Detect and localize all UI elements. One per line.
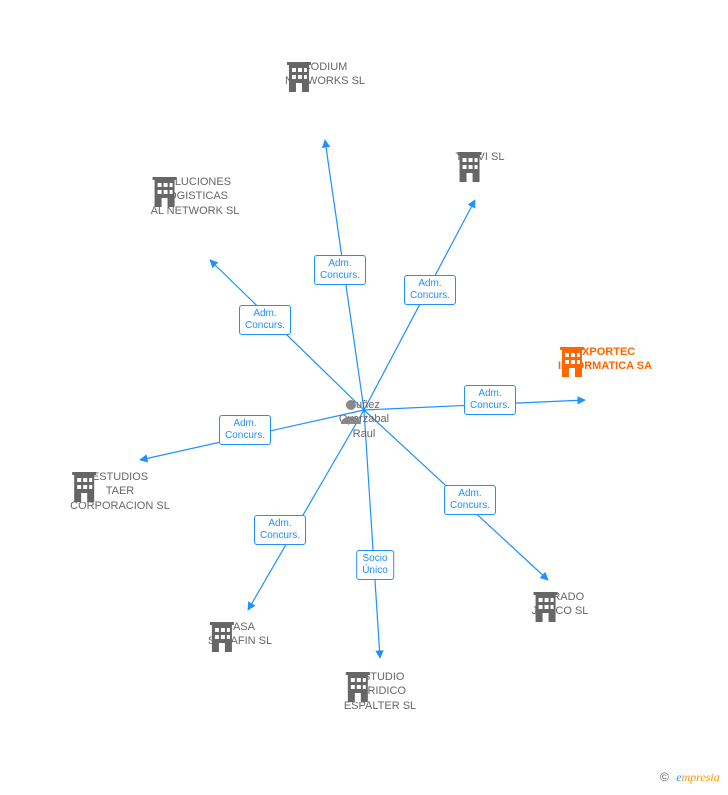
copyright-symbol: © [660,770,669,784]
edge-line [364,410,380,658]
credit-label: © empresia [660,770,720,785]
edge-label: Adm.Concurs. [314,255,366,285]
company-node-taer: ESTUDIOSTAERCORPORACION SL [70,470,170,513]
company-node-solucion: SOLUCIONESLOGISTICASAL NETWORK SL [151,175,240,218]
edge-label: Adm.Concurs. [404,275,456,305]
company-node-dorado: DORADOJERICO SL [532,590,589,619]
company-node-tecvi: TECVI SL [456,150,505,164]
building-icon [285,60,313,92]
building-icon [151,175,179,207]
center-person-node: NuñezOyarzabalRaul [339,398,389,441]
edge-label: Adm.Concurs. [444,485,496,515]
edge-line [364,200,475,410]
building-icon [532,590,560,622]
edge-label: Adm.Concurs. [219,415,271,445]
edge-label: SocioÚnico [356,550,394,580]
building-icon [208,620,236,652]
edge-label: Adm.Concurs. [254,515,306,545]
building-icon [456,150,484,182]
company-node-codium: CODIUMNETWORKS SL [285,60,365,89]
building-icon [344,670,372,702]
edge-label: Adm.Concurs. [464,385,516,415]
brand-rest: mpresia [682,770,720,784]
company-node-estudio: ESTUDIOJURIDICOESPALTER SL [344,670,416,713]
building-icon [70,470,98,502]
edge-label: Adm.Concurs. [239,305,291,335]
company-node-casa: CASASERAFIN SL [208,620,272,649]
person-icon [339,398,363,424]
company-node-exportec: EXPORTECINFORMATICA SA [558,345,652,374]
building-icon [558,345,586,377]
